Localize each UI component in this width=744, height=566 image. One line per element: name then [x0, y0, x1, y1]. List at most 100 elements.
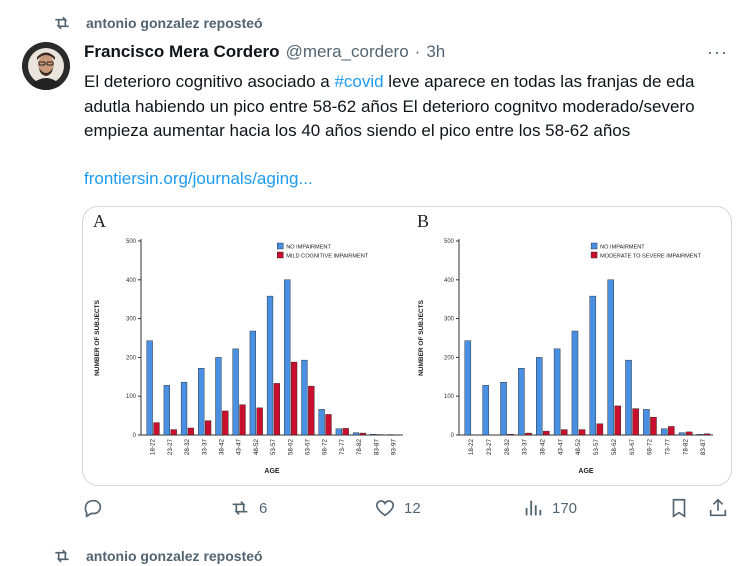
tweet-link[interactable]: frontiersin.org/journals/aging... [84, 169, 313, 189]
bar [181, 382, 187, 435]
bar [572, 331, 578, 435]
x-tick-label: 53-57 [593, 439, 600, 456]
legend-label: NO IMPAIRMENT [286, 245, 331, 251]
share-icon [707, 497, 729, 519]
bar [697, 434, 703, 435]
like-count: 12 [404, 500, 421, 517]
legend-swatch [591, 243, 597, 249]
bar [302, 360, 308, 435]
y-tick-label: 500 [444, 239, 455, 245]
legend-swatch [591, 252, 597, 258]
y-tick-label: 300 [444, 317, 455, 323]
analytics-icon [522, 497, 544, 519]
bar [147, 341, 153, 435]
x-tick-label: 38-42 [219, 439, 226, 456]
bar [525, 433, 531, 435]
bar [326, 414, 332, 435]
x-tick-label: 18-22 [150, 439, 157, 456]
x-axis-title: AGE [578, 468, 594, 475]
x-tick-label: 23-27 [486, 439, 493, 456]
next-retweet-header[interactable]: antonio gonzalez reposteó [52, 546, 263, 566]
x-tick-label: 38-42 [539, 439, 546, 456]
bar [353, 433, 359, 435]
bar [650, 417, 656, 435]
author-name[interactable]: Francisco Mera Cordero [84, 42, 280, 62]
x-tick-label: 63-67 [629, 439, 636, 456]
x-tick-label: 78-82 [682, 439, 689, 456]
x-tick-label: 18-22 [468, 439, 475, 456]
y-tick-label: 100 [444, 394, 455, 400]
more-options-icon[interactable]: ··· [707, 42, 728, 63]
bar [188, 428, 194, 435]
tweet-time[interactable]: 3h [426, 42, 445, 62]
author-handle[interactable]: @mera_cordero [286, 42, 409, 62]
y-tick-label: 200 [444, 355, 455, 361]
heart-icon [374, 497, 396, 519]
retweet-icon [52, 546, 72, 566]
bar [205, 421, 211, 435]
bar [250, 331, 256, 435]
bar [597, 424, 603, 435]
bar [284, 280, 290, 435]
bar [633, 409, 639, 435]
retweet-header-text: antonio gonzalez reposteó [86, 15, 263, 31]
bar [668, 426, 674, 435]
bar [543, 431, 549, 435]
y-tick-label: 100 [126, 394, 137, 400]
bar [240, 405, 246, 435]
x-tick-label: 63-67 [305, 439, 312, 456]
bar [590, 296, 596, 435]
retweet-header[interactable]: antonio gonzalez reposteó [52, 13, 263, 33]
reply-icon [82, 497, 104, 519]
bar [233, 349, 239, 435]
bar [222, 411, 228, 435]
avatar[interactable] [22, 42, 70, 90]
reply-button[interactable] [82, 497, 112, 519]
x-tick-label: 78-82 [356, 439, 363, 456]
bar [561, 430, 567, 435]
legend-label: MODERATE TO SEVERE IMPAIRMENT [600, 254, 701, 260]
tweet-header: Francisco Mera Cordero @mera_cordero · 3… [84, 42, 445, 62]
x-tick-label: 93-97 [391, 439, 398, 456]
bar [518, 368, 524, 435]
legend-label: MILD COGNITIVE IMPAIRMENT [286, 254, 369, 260]
x-tick-label: 73-77 [664, 439, 671, 456]
bar [198, 368, 204, 435]
bar [370, 434, 376, 435]
hashtag-link[interactable]: #covid [334, 72, 383, 91]
like-button[interactable]: 12 [374, 497, 421, 519]
y-tick-label: 300 [126, 317, 137, 323]
bar [615, 406, 621, 435]
repost-button[interactable]: 6 [229, 497, 267, 519]
share-button[interactable] [707, 497, 729, 519]
x-tick-label: 68-72 [322, 439, 329, 456]
y-axis-title: NUMBER OF SUBJECTS [94, 299, 101, 376]
bar [508, 434, 514, 435]
x-tick-label: 58-62 [287, 439, 294, 456]
y-tick-label: 400 [126, 278, 137, 284]
avatar-image [22, 42, 70, 90]
bar [483, 385, 489, 435]
y-tick-label: 0 [451, 433, 455, 439]
x-tick-label: 23-27 [167, 439, 174, 456]
bar [679, 433, 685, 435]
bar [501, 382, 507, 435]
x-tick-label: 33-37 [201, 439, 208, 456]
y-tick-label: 400 [444, 278, 455, 284]
bar [536, 357, 542, 435]
y-tick-label: 200 [126, 355, 137, 361]
bar [319, 409, 325, 435]
bookmark-icon [668, 497, 690, 519]
x-tick-label: 28-32 [184, 439, 191, 456]
bar [608, 280, 614, 435]
bar [643, 409, 649, 435]
bookmark-button[interactable] [668, 497, 690, 519]
views-button[interactable]: 170 [522, 497, 577, 519]
legend-swatch [277, 243, 283, 249]
x-tick-label: 83-87 [700, 439, 707, 456]
x-tick-label: 48-52 [575, 439, 582, 456]
bar [164, 385, 170, 435]
repost-icon [229, 497, 251, 519]
